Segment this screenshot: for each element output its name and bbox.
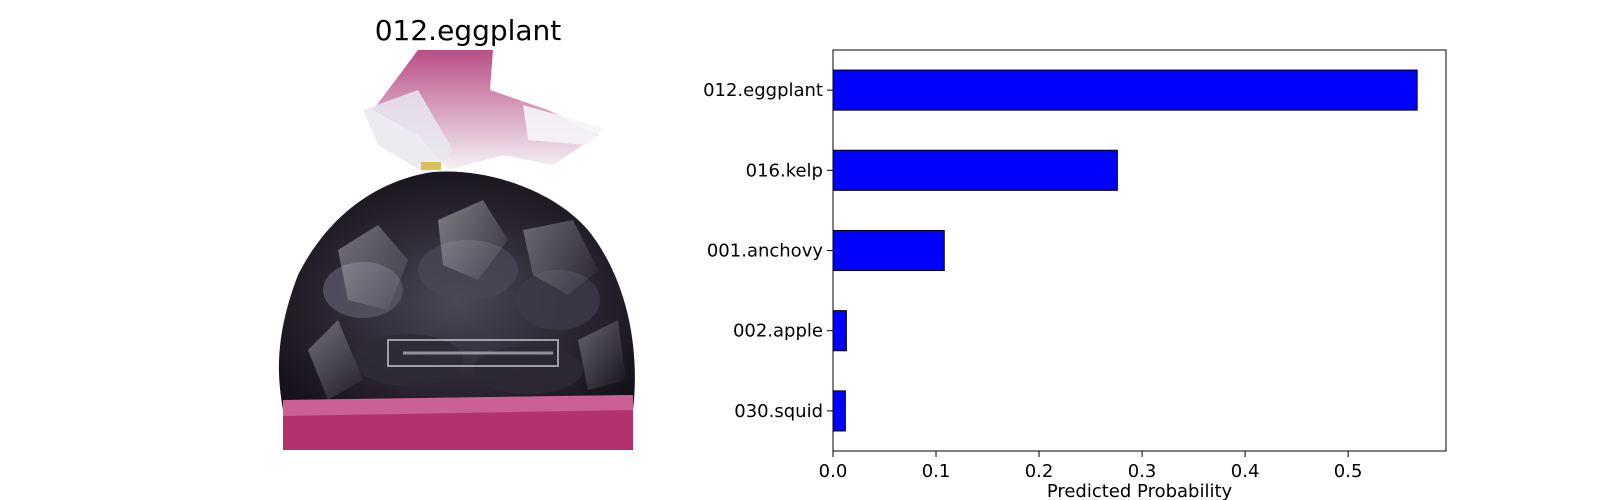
- y-tick-label: 016.kelp: [746, 160, 823, 181]
- bar-016.kelp: [832, 149, 1118, 191]
- x-tick-label: 0.4: [1231, 461, 1260, 482]
- y-tick-label: 002.apple: [733, 321, 823, 342]
- bar-030.squid: [832, 390, 846, 432]
- eggplant-bag-photo: [268, 50, 668, 450]
- y-axis: 012.eggplant 016.kelp 001.anchovy 002.apple…: [703, 80, 833, 422]
- image-title: 012.eggplant: [374, 14, 562, 47]
- x-tick-label: 0.1: [922, 461, 951, 482]
- bars-layer: [832, 69, 1418, 432]
- y-tick-label: 030.squid: [734, 401, 823, 422]
- y-tick-label: 012.eggplant: [703, 80, 823, 101]
- x-tick-label: 0.0: [819, 461, 848, 482]
- bar-002.apple: [832, 310, 847, 352]
- x-axis: 0.0 0.1 0.2 0.3 0.4 0.5: [819, 451, 1363, 482]
- y-tick-label: 001.anchovy: [707, 241, 823, 262]
- bar-001.anchovy: [832, 229, 945, 272]
- eggplant-bag-illustration: [268, 50, 668, 450]
- x-tick-label: 0.2: [1025, 461, 1054, 482]
- x-axis-label: Predicted Probability: [1047, 481, 1233, 500]
- x-tick-label: 0.5: [1334, 461, 1363, 482]
- x-tick-label: 0.3: [1128, 461, 1157, 482]
- bar-012.eggplant: [832, 69, 1418, 111]
